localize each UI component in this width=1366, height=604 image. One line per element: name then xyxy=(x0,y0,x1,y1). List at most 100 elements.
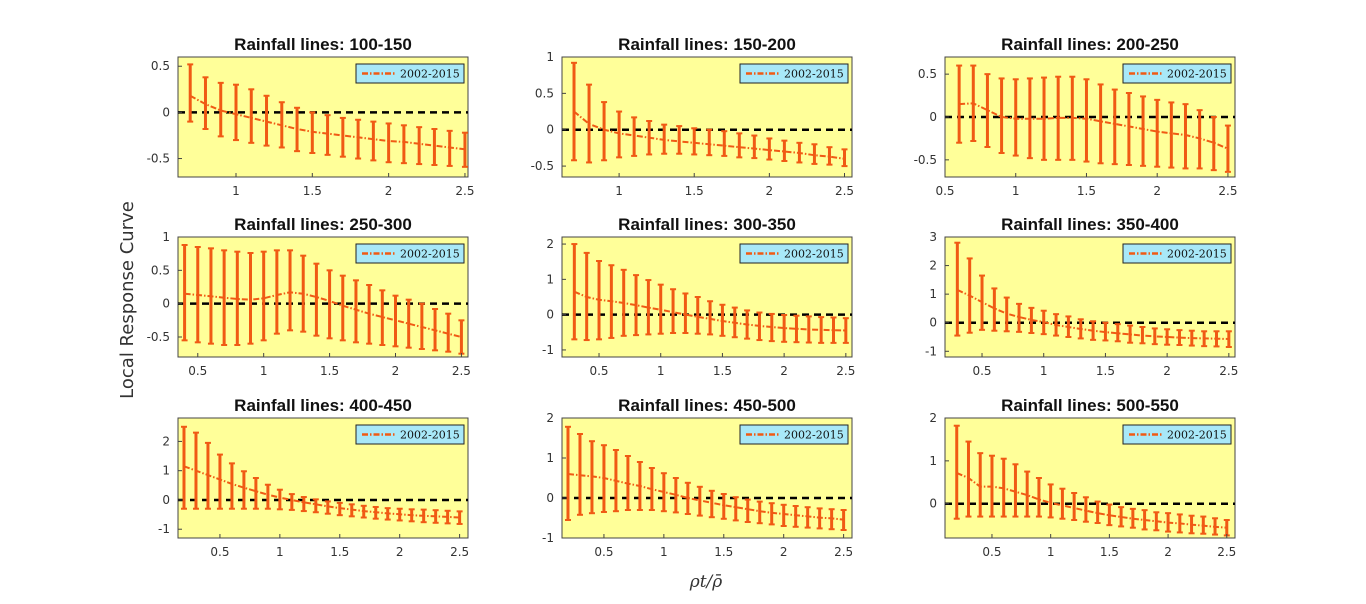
y-tick-label: 2 xyxy=(162,434,170,448)
y-tick-label: -0.5 xyxy=(914,153,937,167)
error-bar xyxy=(1164,328,1171,346)
error-bar xyxy=(998,77,1005,154)
x-tick-label: 2.5 xyxy=(836,364,855,378)
y-tick-label: 1 xyxy=(162,230,170,244)
error-bar xyxy=(708,489,715,519)
legend-label: 2002-2015 xyxy=(400,248,460,261)
error-bar xyxy=(1111,88,1118,166)
series-line xyxy=(189,94,466,151)
x-tick-label: 0.5 xyxy=(972,364,991,378)
error-bar xyxy=(564,425,571,521)
error-bar xyxy=(461,131,468,168)
error-bar xyxy=(706,128,713,157)
x-tick-label: 1.5 xyxy=(303,184,322,198)
x-tick-label: 0.5 xyxy=(594,545,613,559)
legend: 2002-2015 xyxy=(739,243,849,264)
error-bar xyxy=(991,287,998,332)
legend: 2002-2015 xyxy=(355,243,465,264)
error-bar xyxy=(1083,78,1090,163)
error-bar xyxy=(324,114,331,156)
error-bar xyxy=(1094,500,1101,524)
y-tick-label: 0 xyxy=(546,123,554,137)
error-bar xyxy=(792,505,799,528)
error-bar xyxy=(830,316,837,344)
error-bar xyxy=(1118,506,1125,528)
error-bar xyxy=(445,312,452,353)
x-tick-label: 0.5 xyxy=(210,545,229,559)
error-bar xyxy=(781,314,788,343)
error-bar xyxy=(672,477,679,514)
x-tick-label: 2 xyxy=(385,184,393,198)
x-tick-label: 2.5 xyxy=(834,545,853,559)
error-bar xyxy=(264,483,271,510)
legend-box xyxy=(355,424,465,445)
x-tick-label: 1 xyxy=(657,364,665,378)
legend-box xyxy=(739,424,849,445)
x-tick-label: 1.5 xyxy=(685,184,704,198)
error-bar xyxy=(1082,496,1089,523)
error-bar xyxy=(300,496,307,513)
legend-box xyxy=(1122,243,1232,264)
panel-1: Rainfall lines: 100-150 2002-2015 1 1.5 2 2.5… xyxy=(147,35,475,198)
error-bar xyxy=(631,116,638,157)
y-tick-label: -0.5 xyxy=(531,159,554,173)
series-line xyxy=(573,110,845,160)
error-bar xyxy=(217,81,224,138)
legend-label: 2002-2015 xyxy=(400,429,460,442)
error-bar xyxy=(1035,477,1042,518)
error-bar xyxy=(233,83,239,142)
x-tick-label: 0.5 xyxy=(188,364,207,378)
legend-label: 2002-2015 xyxy=(1167,248,1227,261)
error-bar xyxy=(248,88,255,144)
error-bar xyxy=(260,250,267,342)
series-line xyxy=(956,288,1229,340)
legend-box xyxy=(739,243,849,264)
x-tick-label: 2 xyxy=(396,545,404,559)
legend-box xyxy=(1122,63,1232,84)
x-tick-label: 2.5 xyxy=(450,545,469,559)
error-bar xyxy=(977,452,984,518)
error-bar xyxy=(1016,302,1023,333)
error-bar xyxy=(1182,103,1189,170)
legend-box xyxy=(739,63,849,84)
x-tick-label: 1.5 xyxy=(714,545,733,559)
error-bar xyxy=(400,124,407,165)
y-tick-label: 1 xyxy=(929,287,937,301)
y-tick-label: -1 xyxy=(542,531,554,545)
legend: 2002-2015 xyxy=(1122,424,1232,445)
error-bar xyxy=(645,279,652,336)
x-tick-label: 1.5 xyxy=(330,545,349,559)
error-bar xyxy=(984,73,991,148)
legend-label: 2002-2015 xyxy=(1167,68,1227,81)
panel-title: Rainfall lines: 200-250 xyxy=(1001,35,1179,54)
error-bar xyxy=(633,274,640,337)
panel-title: Rainfall lines: 300-350 xyxy=(618,215,796,234)
x-tick-label: 1 xyxy=(1040,364,1048,378)
error-bar xyxy=(756,500,763,525)
y-tick-label: 2 xyxy=(546,237,554,251)
panel-9: Rainfall lines: 500-550 2002-2015 0.5 1 1.5 2… xyxy=(929,396,1236,559)
error-bar xyxy=(793,314,800,344)
error-bar xyxy=(234,250,241,346)
error-bar xyxy=(181,244,188,342)
legend-label: 2002-2015 xyxy=(1167,429,1227,442)
figure-xlabel: ρt/ρ̄ xyxy=(689,572,723,592)
error-bar xyxy=(288,493,295,511)
error-bar xyxy=(273,249,280,335)
x-tick-label: 1.5 xyxy=(1096,364,1115,378)
y-tick-label: 0.5 xyxy=(151,263,170,277)
panel-4: Rainfall lines: 250-300 2002-2015 0.5 1 1.5 2… xyxy=(147,215,471,378)
error-bar xyxy=(744,498,751,523)
x-tick-label: 1 xyxy=(615,184,623,198)
legend: 2002-2015 xyxy=(355,424,465,445)
error-bar xyxy=(707,300,714,336)
y-tick-label: 1 xyxy=(546,451,554,465)
error-bar xyxy=(1129,507,1136,529)
error-bar xyxy=(616,110,623,159)
y-tick-label: 1 xyxy=(162,464,170,478)
error-bar xyxy=(312,498,319,514)
legend-label: 2002-2015 xyxy=(784,429,844,442)
error-bar xyxy=(1047,483,1054,519)
x-tick-label: 1.5 xyxy=(320,364,339,378)
error-bar xyxy=(276,488,283,511)
